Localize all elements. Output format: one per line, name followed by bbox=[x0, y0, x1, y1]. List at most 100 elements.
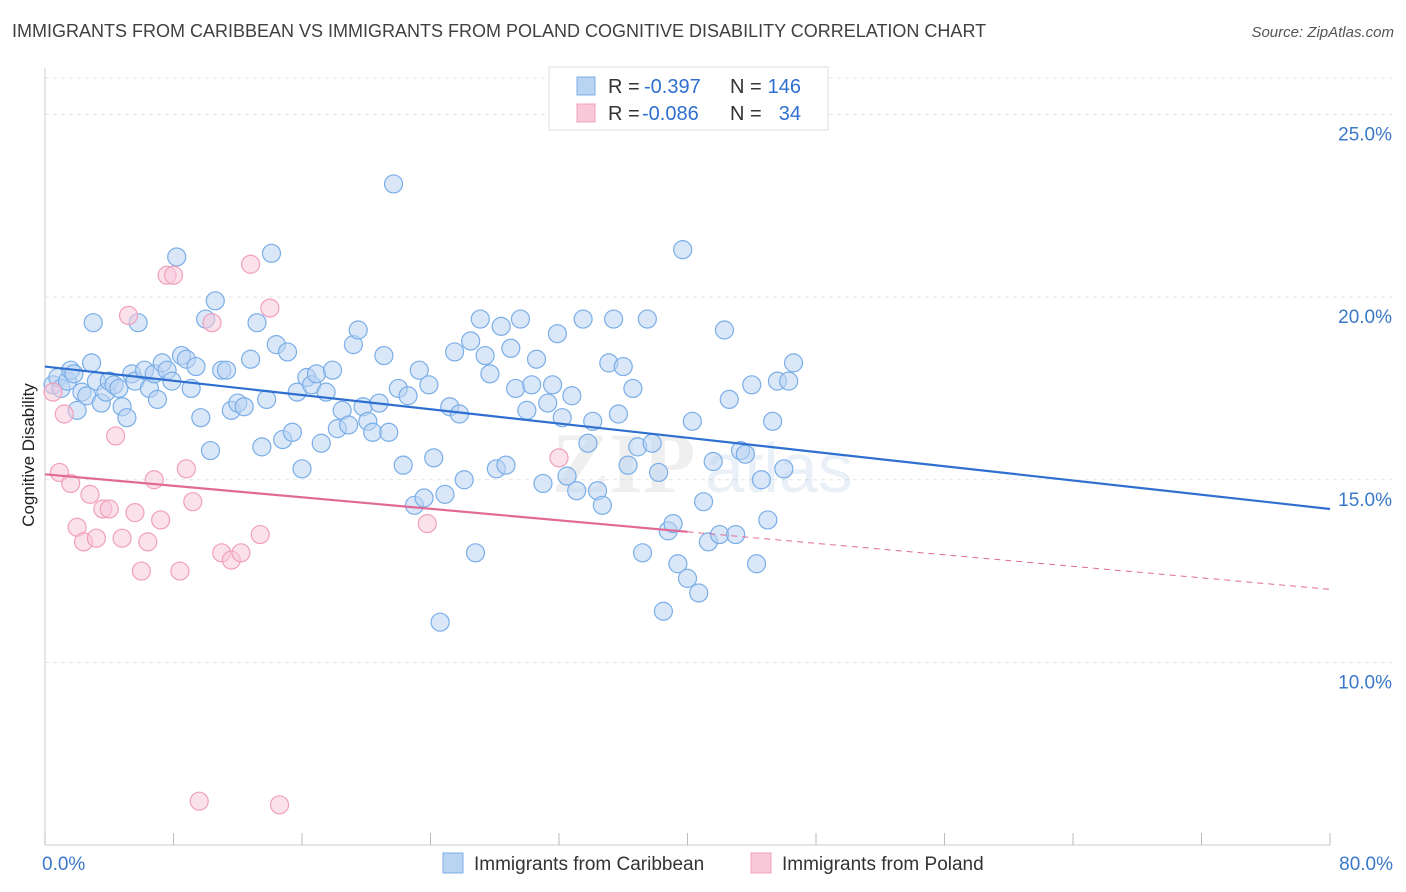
data-point bbox=[54, 404, 74, 424]
data-point bbox=[417, 513, 437, 534]
data-point bbox=[109, 378, 129, 399]
data-point bbox=[618, 455, 638, 475]
data-point bbox=[746, 554, 767, 574]
data-point bbox=[292, 459, 312, 479]
bottom-legend-label-caribbean: Immigrants from Caribbean bbox=[474, 854, 704, 875]
data-point bbox=[567, 481, 587, 501]
data-point bbox=[522, 375, 542, 395]
data-point bbox=[189, 791, 209, 811]
data-point bbox=[117, 408, 137, 428]
data-point bbox=[648, 462, 669, 483]
data-point bbox=[83, 313, 103, 333]
data-point bbox=[480, 364, 500, 384]
y-tick-label: 20.0% bbox=[1338, 307, 1392, 328]
data-point bbox=[435, 484, 455, 504]
trend-line bbox=[44, 473, 688, 533]
data-point bbox=[496, 455, 516, 475]
data-point bbox=[234, 397, 254, 417]
data-point bbox=[138, 532, 158, 552]
data-point bbox=[106, 426, 126, 446]
data-point bbox=[147, 389, 168, 410]
data-point bbox=[348, 320, 368, 340]
data-point bbox=[398, 386, 418, 406]
data-point bbox=[241, 254, 261, 274]
data-point bbox=[491, 316, 511, 336]
data-point bbox=[393, 455, 413, 475]
data-point bbox=[80, 484, 100, 504]
data-point bbox=[383, 174, 404, 194]
data-point bbox=[719, 389, 739, 410]
data-point bbox=[533, 473, 553, 494]
data-point bbox=[573, 309, 593, 329]
data-point bbox=[282, 422, 302, 442]
data-point bbox=[167, 247, 187, 267]
data-point bbox=[668, 554, 688, 574]
bottom-legend-swatch-poland bbox=[750, 852, 772, 874]
data-point bbox=[510, 309, 531, 329]
data-point bbox=[714, 320, 735, 340]
data-point bbox=[742, 375, 762, 395]
data-point bbox=[163, 265, 184, 285]
y-tick-label: 10.0% bbox=[1338, 672, 1392, 693]
legend-swatch-poland bbox=[576, 103, 596, 123]
bottom-legend: Immigrants from Caribbean Immigrants fro… bbox=[442, 852, 984, 875]
data-point bbox=[81, 353, 102, 373]
data-point bbox=[653, 601, 674, 621]
data-point bbox=[552, 408, 572, 428]
series-caribbean bbox=[43, 174, 804, 632]
legend-r-value-2: -0.086 bbox=[642, 103, 699, 125]
data-point bbox=[231, 543, 251, 563]
data-point bbox=[144, 470, 164, 490]
data-point bbox=[623, 378, 643, 399]
x-tick-label: 80.0% bbox=[1339, 854, 1393, 875]
legend-swatch-caribbean bbox=[576, 76, 596, 96]
chart-source: Source: ZipAtlas.com bbox=[1251, 24, 1394, 41]
data-point bbox=[517, 400, 537, 420]
data-point bbox=[99, 499, 119, 519]
data-point bbox=[191, 408, 211, 428]
chart-title: IMMIGRANTS FROM CARIBBEAN VS IMMIGRANTS … bbox=[12, 21, 987, 41]
data-point bbox=[125, 503, 145, 523]
data-point bbox=[86, 528, 107, 548]
legend-r-value-1: -0.397 bbox=[644, 76, 701, 98]
data-point bbox=[202, 313, 222, 333]
legend-n-value-1: 146 bbox=[768, 76, 801, 98]
y-axis-title: Cognitive Disability bbox=[19, 383, 38, 527]
data-point bbox=[131, 561, 151, 581]
data-point bbox=[277, 342, 298, 362]
data-point bbox=[454, 470, 474, 490]
data-point bbox=[465, 543, 486, 563]
data-point bbox=[261, 243, 282, 263]
data-point bbox=[682, 411, 702, 431]
data-point bbox=[444, 342, 465, 362]
data-point bbox=[470, 309, 490, 329]
data-point bbox=[112, 528, 132, 548]
data-point bbox=[693, 492, 714, 512]
data-point bbox=[613, 356, 633, 377]
data-point bbox=[779, 371, 799, 391]
data-point bbox=[61, 473, 81, 494]
data-point bbox=[562, 386, 582, 406]
data-point bbox=[506, 378, 526, 399]
data-point bbox=[260, 298, 280, 318]
data-point bbox=[379, 422, 399, 442]
data-point bbox=[538, 393, 558, 413]
data-point bbox=[247, 313, 267, 333]
bottom-legend-label-poland: Immigrants from Poland bbox=[782, 854, 984, 875]
data-point bbox=[311, 433, 331, 453]
data-point bbox=[419, 375, 439, 395]
data-point bbox=[43, 382, 63, 402]
x-tick-label: 0.0% bbox=[42, 854, 85, 875]
data-point bbox=[306, 364, 327, 384]
data-point bbox=[257, 389, 277, 410]
grid-layer bbox=[45, 77, 1392, 663]
data-point bbox=[758, 510, 778, 530]
data-point bbox=[578, 433, 598, 453]
data-point bbox=[774, 459, 794, 479]
data-point bbox=[592, 495, 612, 515]
data-point bbox=[542, 375, 563, 395]
data-point bbox=[703, 451, 723, 472]
data-point bbox=[176, 459, 196, 479]
data-point bbox=[783, 353, 804, 373]
data-point bbox=[322, 360, 343, 380]
